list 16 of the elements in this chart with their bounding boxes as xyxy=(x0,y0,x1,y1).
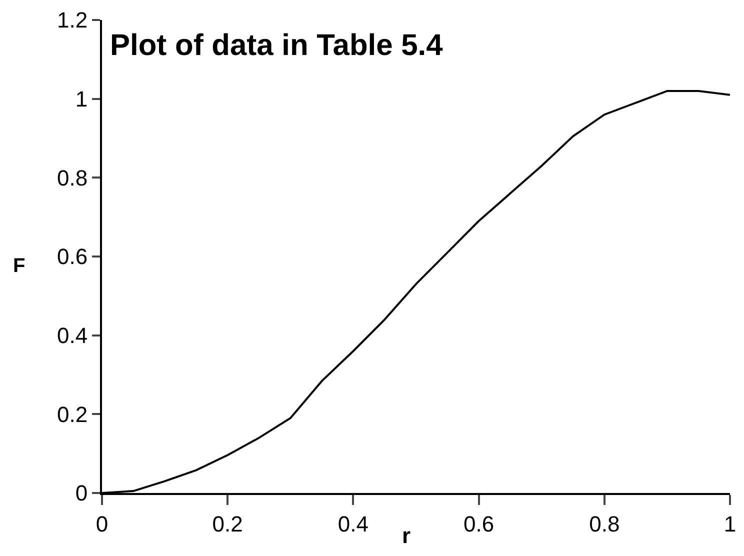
y-axis-title: F xyxy=(13,255,26,277)
x-tick-label: 0.8 xyxy=(589,511,620,536)
x-tick-label: 0.2 xyxy=(212,511,243,536)
y-tick-label: 0 xyxy=(75,480,88,506)
y-tick-label: 0.2 xyxy=(57,402,88,427)
x-tick-label: 1 xyxy=(724,511,736,536)
y-tick-label: 1 xyxy=(75,86,88,112)
y-tick-label: 0.8 xyxy=(57,165,88,190)
y-tick-label: 0.4 xyxy=(57,323,88,348)
x-tick-label: 0.6 xyxy=(464,511,494,536)
chart-title: Plot of data in Table 5.4 xyxy=(110,29,444,62)
y-tick-label: 0.6 xyxy=(57,244,88,270)
x-axis-title: r xyxy=(402,523,411,548)
x-tick-label: 0.4 xyxy=(338,511,368,536)
y-tick-label: 1.2 xyxy=(57,8,88,33)
x-tick-label: 0 xyxy=(96,511,108,536)
